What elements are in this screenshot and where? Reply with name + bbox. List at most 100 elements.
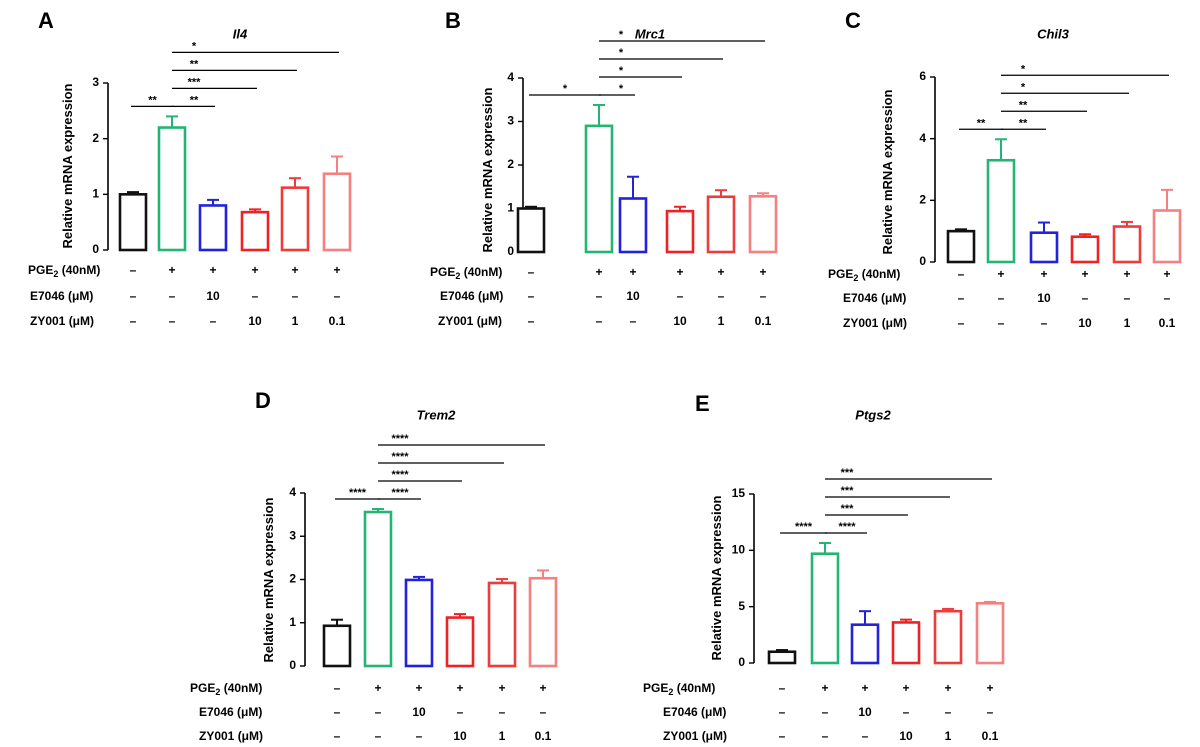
y-tick-label: 2 (919, 193, 926, 207)
condition-value: + (759, 265, 766, 279)
condition-value: + (374, 681, 381, 695)
condition-value: – (760, 289, 767, 303)
chart-title: Trem2 (417, 407, 457, 422)
significance-label: **** (838, 521, 856, 533)
condition-value: 1 (499, 729, 506, 743)
significance-label: **** (795, 521, 813, 533)
significance-label: * (619, 65, 624, 77)
y-tick-label: 0 (289, 658, 296, 672)
significance-label: *** (841, 503, 855, 515)
bar (198, 204, 228, 252)
condition-value: + (986, 681, 993, 695)
y-tick-label: 10 (732, 543, 746, 557)
condition-value: – (779, 705, 786, 719)
condition-value: + (333, 263, 340, 277)
significance-label: **** (391, 469, 409, 481)
chart-title: Ptgs2 (855, 407, 891, 422)
condition-value: 0.1 (535, 729, 552, 743)
condition-value: – (169, 314, 176, 328)
y-tick-label: 6 (919, 69, 926, 83)
condition-value: – (718, 289, 725, 303)
condition-value: – (596, 289, 603, 303)
condition-row-label: ZY001 (μM) (843, 316, 907, 330)
panel-letter: D (255, 388, 271, 413)
condition-value: – (822, 705, 829, 719)
condition-value: – (130, 314, 137, 328)
panel-letter: B (445, 8, 461, 33)
condition-value: – (375, 705, 382, 719)
condition-value: – (998, 316, 1005, 330)
significance-label: *** (841, 467, 855, 479)
condition-value: – (862, 729, 869, 743)
condition-value: 10 (248, 314, 262, 328)
condition-value: – (334, 729, 341, 743)
bar (946, 229, 976, 264)
condition-value: + (291, 263, 298, 277)
condition-value: – (528, 265, 535, 279)
significance-label: ** (190, 58, 199, 70)
y-axis-label: Relative mRNA expression (60, 83, 75, 248)
condition-value: – (457, 705, 464, 719)
condition-value: – (334, 289, 341, 303)
bar (665, 209, 695, 254)
y-tick-label: 5 (738, 599, 745, 613)
condition-value: – (779, 681, 786, 695)
condition-value: + (456, 681, 463, 695)
bar (1112, 225, 1142, 264)
condition-value: – (903, 705, 910, 719)
condition-value: + (1123, 267, 1130, 281)
bar (810, 552, 840, 665)
condition-value: – (1164, 291, 1171, 305)
significance-label: ** (1019, 99, 1028, 111)
condition-value: – (677, 289, 684, 303)
y-tick-label: 1 (289, 615, 296, 629)
bar (933, 609, 963, 665)
condition-value: – (292, 289, 299, 303)
bar (767, 650, 797, 665)
y-tick-label: 0 (919, 254, 926, 268)
condition-value: – (987, 705, 994, 719)
condition-value: – (958, 316, 965, 330)
condition-value: + (498, 681, 505, 695)
condition-row-label: ZY001 (μM) (30, 314, 94, 328)
condition-value: + (595, 265, 602, 279)
condition-value: 1 (945, 729, 952, 743)
bar (975, 601, 1005, 665)
panel-letter: A (38, 8, 54, 33)
condition-row-label: E7046 (μM) (199, 705, 262, 719)
bar (1029, 231, 1059, 264)
significance-label: * (563, 83, 568, 95)
condition-value: 10 (453, 729, 467, 743)
y-tick-label: 0 (507, 244, 514, 258)
condition-value: – (334, 681, 341, 695)
y-tick-label: 4 (507, 70, 514, 84)
condition-value: 10 (412, 705, 426, 719)
significance-label: ** (977, 117, 986, 129)
condition-value: – (499, 705, 506, 719)
condition-value: + (415, 681, 422, 695)
condition-value: + (209, 263, 216, 277)
bar (891, 621, 921, 665)
y-tick-label: 2 (92, 131, 99, 145)
condition-row-label: PGE2 (40nM) (190, 681, 262, 697)
condition-value: – (998, 291, 1005, 305)
y-tick-label: 3 (289, 528, 296, 542)
condition-value: – (1041, 316, 1048, 330)
condition-value: 0.1 (982, 729, 999, 743)
condition-value: – (528, 289, 535, 303)
y-tick-label: 15 (732, 486, 746, 500)
y-tick-label: 4 (919, 131, 926, 145)
condition-value: – (945, 705, 952, 719)
condition-value: – (630, 314, 637, 328)
significance-label: ** (190, 94, 199, 106)
condition-value: + (251, 263, 258, 277)
bar (322, 172, 352, 252)
significance-label: * (619, 83, 624, 95)
significance-label: *** (188, 76, 202, 88)
condition-value: + (821, 681, 828, 695)
y-tick-label: 1 (92, 187, 99, 201)
bar (584, 124, 614, 254)
bar (280, 186, 310, 252)
condition-value: + (1163, 267, 1170, 281)
